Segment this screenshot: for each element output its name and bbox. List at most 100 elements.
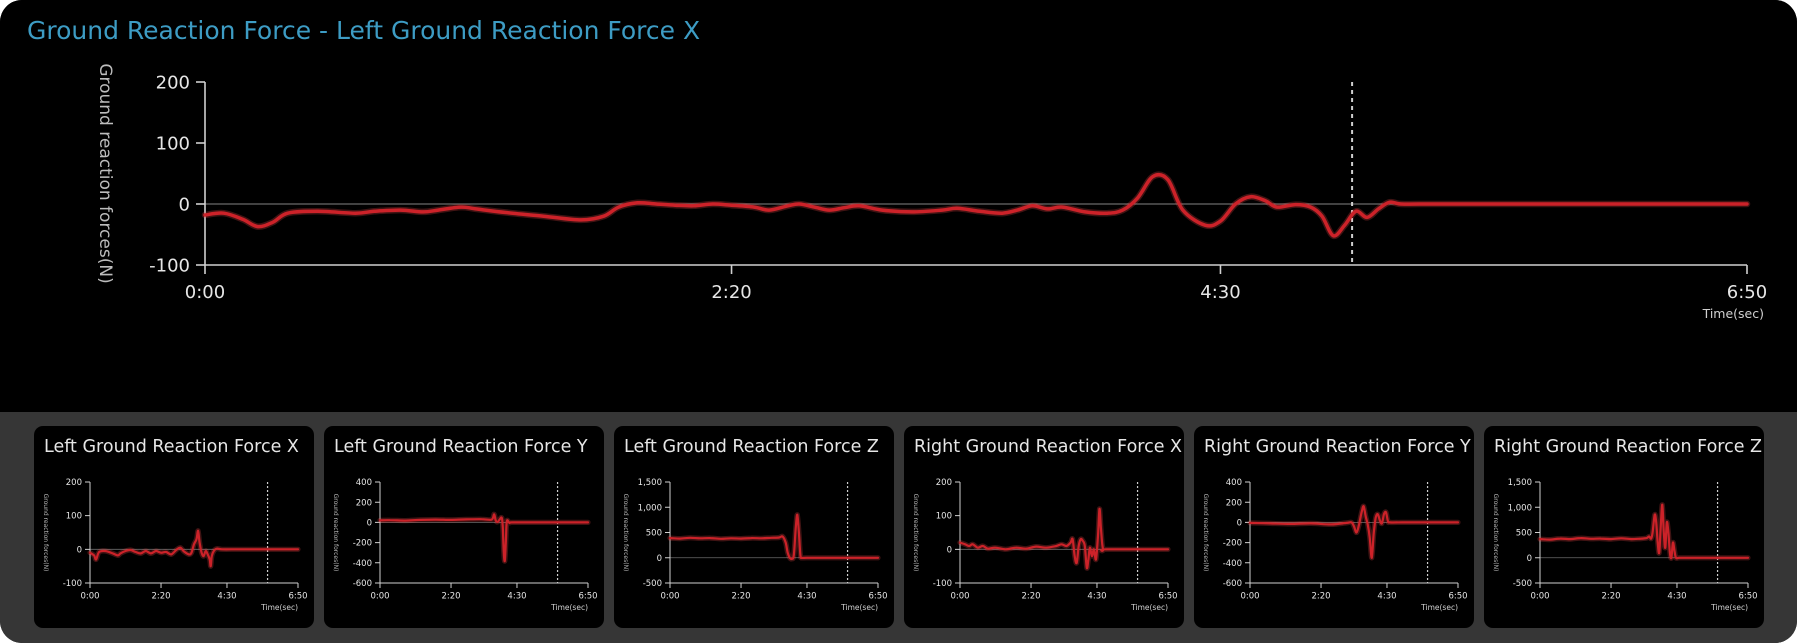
y-tick-label: 200 <box>156 72 190 93</box>
y-tick-label: 400 <box>1226 478 1242 488</box>
y-tick-label: 200 <box>356 498 372 508</box>
series-line <box>378 513 590 563</box>
x-tick-label: 4:30 <box>1200 282 1240 303</box>
mini-chart-left-x[interactable]: Left Ground Reaction Force X Ground reac… <box>34 426 314 628</box>
mini-chart-title: Left Ground Reaction Force Z <box>624 437 879 457</box>
x-tick-label: 2:20 <box>441 592 460 602</box>
x-tick-label: 4:30 <box>1087 592 1106 602</box>
mini-chart-svg: Ground reaction forces(N) 1,500 1,000 500 0 -… <box>1492 478 1758 612</box>
x-tick-label: 6:50 <box>288 592 307 602</box>
y-tick-label: 0 <box>947 545 952 555</box>
y-axis-label: Ground reaction forces(N) <box>42 494 49 572</box>
mini-chart-title: Right Ground Reaction Force Z <box>1494 437 1763 457</box>
x-tick-label: 4:30 <box>1667 592 1686 602</box>
x-tick-label: 0:00 <box>370 592 389 602</box>
y-tick-label: 1,000 <box>1508 503 1532 513</box>
mini-chart-title: Right Ground Reaction Force Y <box>1204 437 1471 457</box>
series-glow <box>957 506 1171 571</box>
mini-chart-svg: Ground reaction forces(N) 1,500 1,000 500 0 -… <box>622 478 888 612</box>
y-tick-label: -500 <box>1513 579 1532 589</box>
x-tick-label: 4:30 <box>1377 592 1396 602</box>
y-tick-label: 0 <box>367 518 372 528</box>
series-line <box>1538 503 1750 560</box>
mini-chart-right-x[interactable]: Right Ground Reaction Force X Ground rea… <box>904 426 1184 628</box>
x-axis-label: Time(sec) <box>1702 306 1764 321</box>
y-tick-label: -100 <box>63 579 82 589</box>
y-tick-label: 0 <box>1237 518 1242 528</box>
series-line <box>88 529 300 568</box>
y-tick-label: 0 <box>1527 554 1532 564</box>
x-tick-label: 2:20 <box>731 592 750 602</box>
y-tick-label: 1,000 <box>638 503 662 513</box>
y-tick-label: 1,500 <box>1508 478 1532 488</box>
series-line <box>668 513 880 561</box>
x-axis-label: Time(sec) <box>550 603 588 612</box>
y-tick-label: -400 <box>353 559 372 569</box>
x-tick-label: 0:00 <box>1240 592 1259 602</box>
x-tick-label: 6:50 <box>578 592 597 602</box>
x-tick-label: 6:50 <box>1727 282 1767 303</box>
y-tick-label: 0 <box>179 194 190 215</box>
x-tick-label: 6:50 <box>1158 592 1177 602</box>
y-tick-label: 500 <box>1516 529 1532 539</box>
mini-chart-left-z[interactable]: Left Ground Reaction Force Z Ground reac… <box>614 426 894 628</box>
x-tick-label: 0:00 <box>1530 592 1549 602</box>
x-tick-label: 6:50 <box>1448 592 1467 602</box>
x-tick-label: 2:20 <box>151 592 170 602</box>
mini-chart-svg: Ground reaction forces(N) 200 100 0 -100 0:00… <box>42 478 308 612</box>
series-glow <box>1537 502 1751 561</box>
mini-chart-title: Left Ground Reaction Force Y <box>334 437 588 457</box>
mini-chart-svg: Ground reaction forces(N) 200 100 0 -100 0:00… <box>912 478 1178 612</box>
y-tick-label: 200 <box>66 478 82 488</box>
mini-chart-right-y[interactable]: Right Ground Reaction Force Y Ground rea… <box>1194 426 1474 628</box>
main-chart-svg[interactable]: Ground reaction forces(N) 200 100 0 -100 0:00… <box>0 0 1797 412</box>
y-tick-label: 200 <box>1226 498 1242 508</box>
y-axis-label: Ground reaction forces(N) <box>912 494 919 572</box>
y-tick-label: -200 <box>1223 539 1242 549</box>
y-tick-label: -600 <box>1223 579 1242 589</box>
y-tick-label: 100 <box>936 512 952 522</box>
y-axis-label: Ground reaction forces(N) <box>1202 494 1209 572</box>
y-axis-label: Ground reaction forces(N) <box>95 63 115 283</box>
x-tick-label: 0:00 <box>950 592 969 602</box>
y-tick-label: 1,500 <box>638 478 662 488</box>
y-tick-label: -100 <box>933 579 952 589</box>
y-tick-label: 100 <box>66 512 82 522</box>
x-axis-label: Time(sec) <box>1710 603 1748 612</box>
mini-chart-svg: Ground reaction forces(N) 400 200 0 -200 -400… <box>332 478 598 612</box>
y-tick-label: 0 <box>77 545 82 555</box>
x-tick-label: 2:20 <box>711 282 751 303</box>
x-tick-label: 2:20 <box>1021 592 1040 602</box>
y-tick-label: -200 <box>353 539 372 549</box>
x-tick-label: 6:50 <box>1738 592 1757 602</box>
y-axis-label: Ground reaction forces(N) <box>622 494 629 572</box>
y-tick-label: -600 <box>353 579 372 589</box>
x-tick-label: 0:00 <box>80 592 99 602</box>
y-tick-label: 200 <box>936 478 952 488</box>
series-line <box>203 172 1749 238</box>
y-axis-label: Ground reaction forces(N) <box>332 494 339 572</box>
x-axis-label: Time(sec) <box>1420 603 1458 612</box>
y-axis-label: Ground reaction forces(N) <box>1492 494 1499 572</box>
x-axis-label: Time(sec) <box>260 603 298 612</box>
y-tick-label: -400 <box>1223 559 1242 569</box>
mini-chart-right-z[interactable]: Right Ground Reaction Force Z Ground rea… <box>1484 426 1764 628</box>
y-tick-label: 500 <box>646 529 662 539</box>
x-tick-label: 2:20 <box>1601 592 1620 602</box>
mini-chart-title: Right Ground Reaction Force X <box>914 437 1183 457</box>
y-tick-label: 100 <box>156 133 190 154</box>
x-tick-label: 4:30 <box>797 592 816 602</box>
y-tick-label: -500 <box>643 579 662 589</box>
y-tick-label: 0 <box>657 554 662 564</box>
mini-chart-left-y[interactable]: Left Ground Reaction Force Y Ground reac… <box>324 426 604 628</box>
x-tick-label: 6:50 <box>868 592 887 602</box>
thumbnail-strip: Left Ground Reaction Force X Ground reac… <box>0 412 1797 643</box>
x-tick-label: 0:00 <box>660 592 679 602</box>
mini-chart-title: Left Ground Reaction Force X <box>44 437 299 457</box>
mini-chart-svg: Ground reaction forces(N) 400 200 0 -200 -400… <box>1202 478 1468 612</box>
x-axis-label: Time(sec) <box>1130 603 1168 612</box>
x-tick-label: 0:00 <box>185 282 225 303</box>
series-glow <box>1247 503 1461 561</box>
series-line <box>958 507 1170 570</box>
